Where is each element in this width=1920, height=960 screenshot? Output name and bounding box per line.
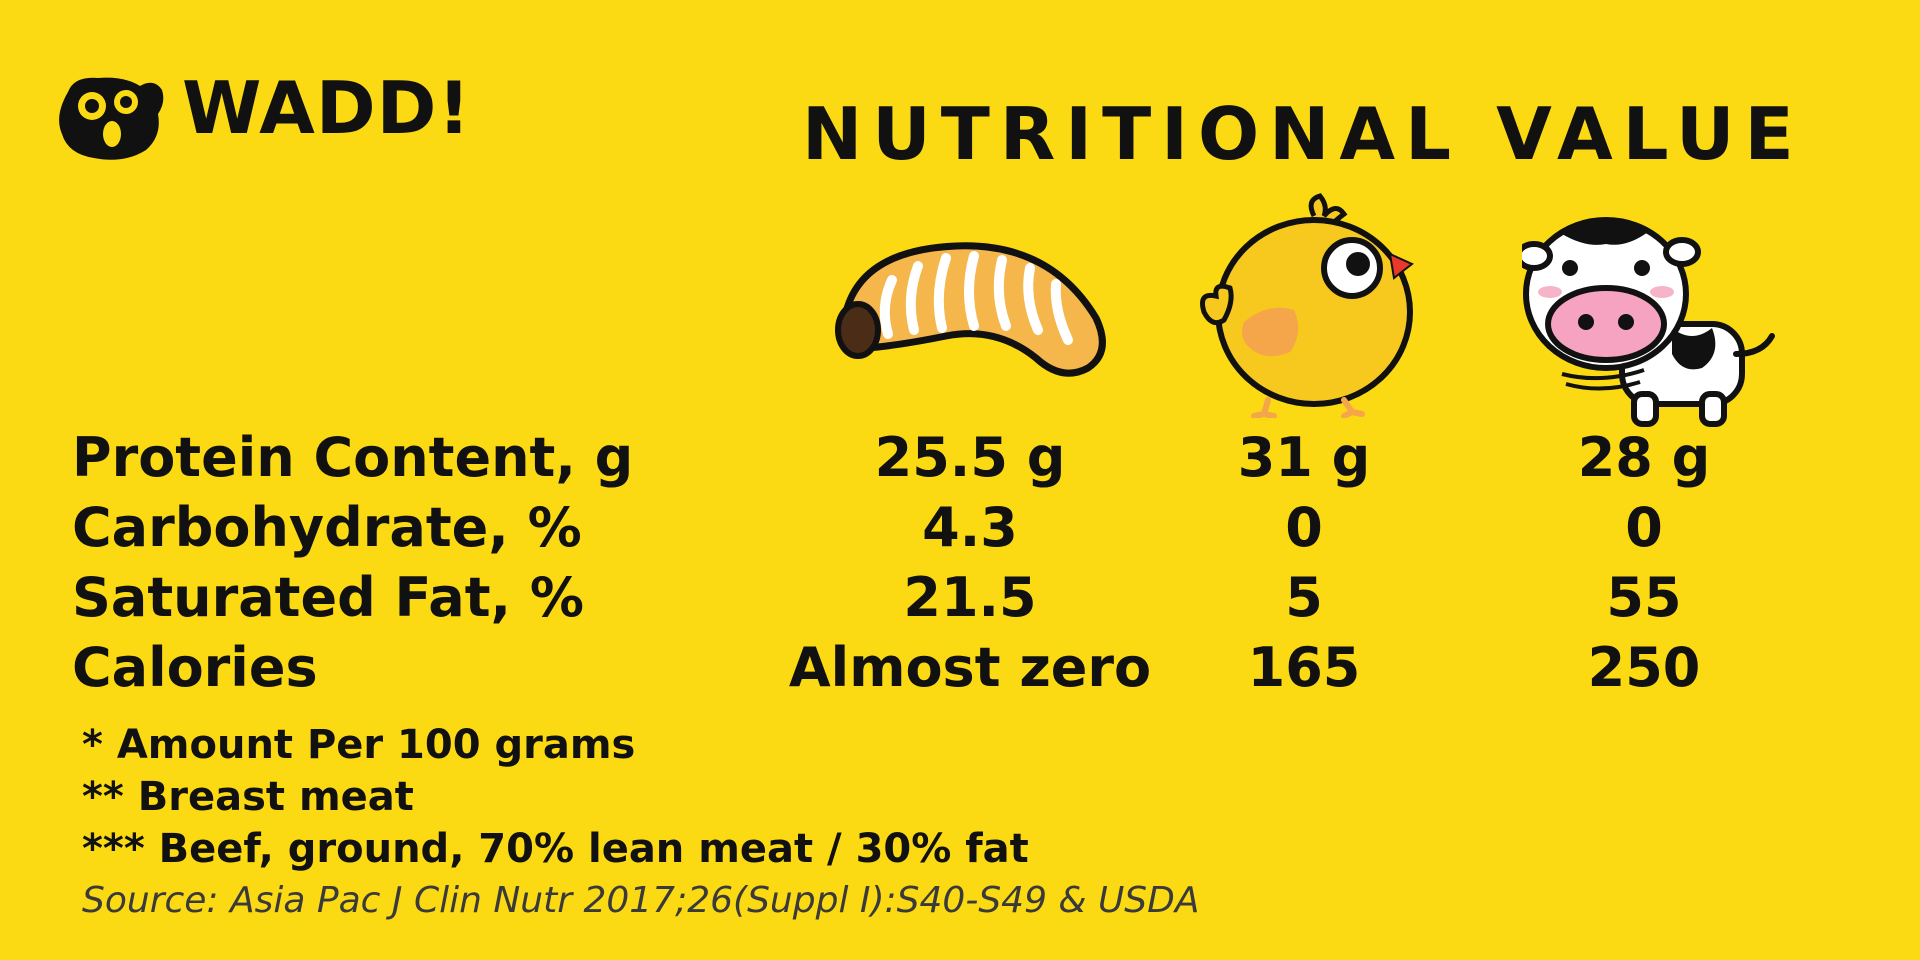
fat-chicken-value: 5: [1285, 566, 1323, 629]
brand-name: WADD!: [182, 66, 472, 150]
row-label-protein: Protein Content, g: [72, 426, 634, 489]
grub-larva-icon: [835, 242, 1106, 377]
chick-icon: [1200, 193, 1414, 418]
fat-grub-value: 21.5: [903, 566, 1037, 629]
calories-grub-value: Almost zero: [788, 636, 1152, 699]
source-citation: Source: Asia Pac J Clin Nutr 2017;26(Sup…: [82, 880, 1200, 921]
carb-beef-value: 0: [1625, 496, 1663, 559]
fat-beef-value: 55: [1606, 566, 1682, 629]
row-label-carbohydrate: Carbohydrate, %: [72, 496, 582, 559]
protein-chicken-value: 31 g: [1237, 426, 1371, 489]
shocked-face-logo-icon: [59, 77, 164, 160]
footnote-breast-meat: ** Breast meat: [82, 774, 414, 820]
calories-beef-value: 250: [1587, 636, 1701, 699]
carb-chicken-value: 0: [1285, 496, 1323, 559]
footnote-amount: * Amount Per 100 grams: [82, 722, 636, 768]
row-label-calories: Calories: [72, 636, 318, 699]
protein-grub-value: 25.5 g: [874, 426, 1066, 489]
cow-icon: [1522, 217, 1775, 427]
calories-chicken-value: 165: [1247, 636, 1361, 699]
page-title: NUTRITIONAL VALUE: [802, 92, 1804, 176]
brand-logo: WADD!: [54, 62, 574, 162]
footnote-beef: *** Beef, ground, 70% lean meat / 30% fa…: [82, 826, 1029, 872]
carb-grub-value: 4.3: [922, 496, 1018, 559]
protein-beef-value: 28 g: [1577, 426, 1711, 489]
row-label-saturated-fat: Saturated Fat, %: [72, 566, 584, 629]
